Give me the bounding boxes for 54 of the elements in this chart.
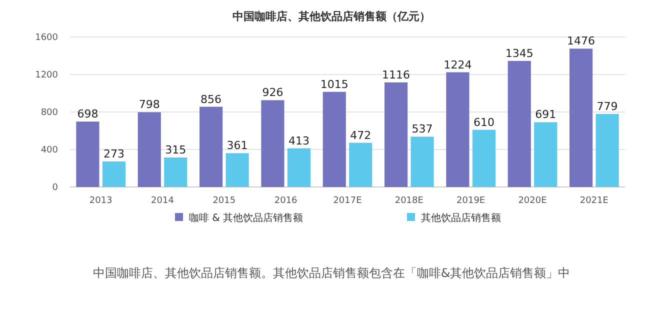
x-tick-label: 2019E	[456, 196, 486, 206]
legend-label: 其他饮品店销售额	[421, 212, 501, 224]
x-tick-label: 2013	[89, 196, 112, 206]
y-tick-label: 1600	[35, 33, 58, 43]
bar	[384, 82, 408, 187]
bar	[200, 106, 223, 187]
data-label: 315	[165, 143, 186, 156]
bar	[410, 136, 434, 187]
data-label: 361	[226, 139, 248, 152]
text: 中国咖啡店、其他饮品店销售额。其他饮品店销售额包含在「咖啡&其他饮品店销售额」中	[92, 266, 570, 280]
bar	[570, 48, 593, 187]
data-label: 798	[138, 98, 160, 112]
data-label: 1224	[444, 58, 472, 72]
bar	[349, 142, 372, 187]
bar	[102, 161, 126, 187]
x-tick-label: 2020E	[518, 196, 548, 206]
data-label: 1345	[505, 46, 534, 60]
y-tick-label: 0	[52, 183, 58, 193]
data-label: 1116	[382, 68, 410, 82]
bar	[76, 122, 100, 187]
data-label: 413	[288, 134, 310, 148]
bar	[164, 157, 188, 187]
data-label: 472	[350, 128, 372, 142]
y-tick-label: 1200	[35, 70, 58, 80]
y-tick-label: 400	[40, 146, 58, 156]
bar	[138, 112, 161, 187]
data-label: 926	[262, 86, 284, 100]
data-label: 698	[77, 108, 98, 121]
data-label: 273	[103, 147, 124, 160]
data-label: 691	[535, 108, 556, 122]
bar	[472, 130, 496, 187]
bar	[287, 148, 310, 187]
bar	[226, 153, 249, 187]
bar	[322, 92, 346, 187]
x-tick-label: 2014	[151, 196, 174, 206]
chart-title: 中国咖啡店、其他饮品店销售额（亿元）	[232, 10, 430, 23]
bar	[596, 114, 619, 187]
y-tick-label: 800	[40, 108, 58, 118]
data-label: 1476	[567, 34, 596, 48]
data-label: 779	[596, 100, 618, 113]
x-tick-label: 2016	[274, 196, 298, 206]
legend-label: 咖啡 & 其他饮品店销售额	[189, 212, 304, 224]
x-tick-label: 2017E	[333, 196, 362, 206]
x-tick-label: 2018E	[394, 196, 424, 206]
x-tick-label: 2021E	[580, 196, 609, 206]
x-tick-label: 2015	[212, 196, 236, 206]
data-label: 537	[412, 122, 433, 136]
bar	[261, 100, 284, 187]
data-label: 856	[200, 92, 222, 106]
bar	[446, 72, 470, 187]
bar	[534, 122, 558, 187]
bar	[508, 60, 531, 187]
data-label: 1015	[320, 78, 348, 91]
data-label: 610	[473, 116, 494, 129]
